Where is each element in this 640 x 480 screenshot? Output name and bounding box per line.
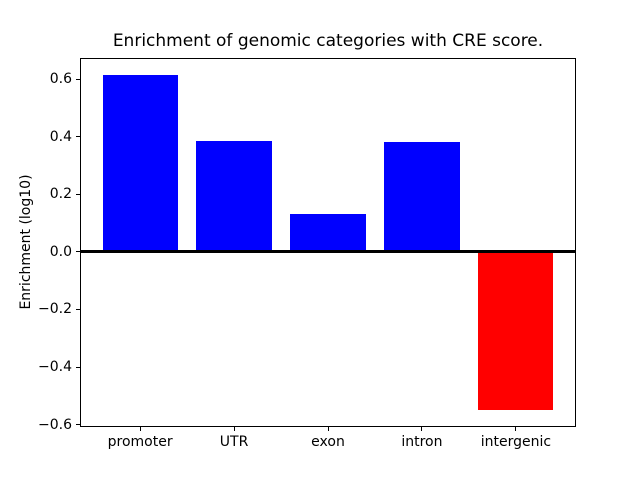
y-tick-mark [76,193,80,195]
y-tick-mark [76,424,80,426]
y-tick-mark [76,78,80,80]
x-tick-label-UTR: UTR [219,434,249,450]
bar-intergenic [478,251,554,411]
x-tick-label-promoter: promoter [107,434,173,450]
x-tick-mark [421,427,423,431]
y-tick-mark [76,136,80,138]
y-tick-mark [76,366,80,368]
y-tick-label: 0.4 [49,128,72,145]
y-tick-label: 0.0 [49,243,72,260]
bar-UTR [196,140,272,252]
x-tick-mark [327,427,329,431]
x-tick-mark [233,427,235,431]
x-tick-label-intergenic: intergenic [480,434,552,450]
zero-line [80,250,576,254]
y-tick-label: −0.6 [38,416,72,433]
bar-exon [290,214,366,252]
x-tick-label-intron: intron [401,434,443,450]
y-tick-label: 0.6 [49,71,72,88]
x-tick-mark [139,427,141,431]
bar-promoter [102,74,178,252]
x-tick-label-exon: exon [311,434,345,450]
y-tick-label: −0.4 [38,359,72,376]
bar-intron [384,142,460,252]
y-tick-mark [76,308,80,310]
y-tick-label: −0.2 [38,301,72,318]
chart-title: Enrichment of genomic categories with CR… [112,31,544,51]
x-tick-mark [515,427,517,431]
y-tick-mark [76,251,80,253]
y-tick-label: 0.2 [49,186,72,203]
